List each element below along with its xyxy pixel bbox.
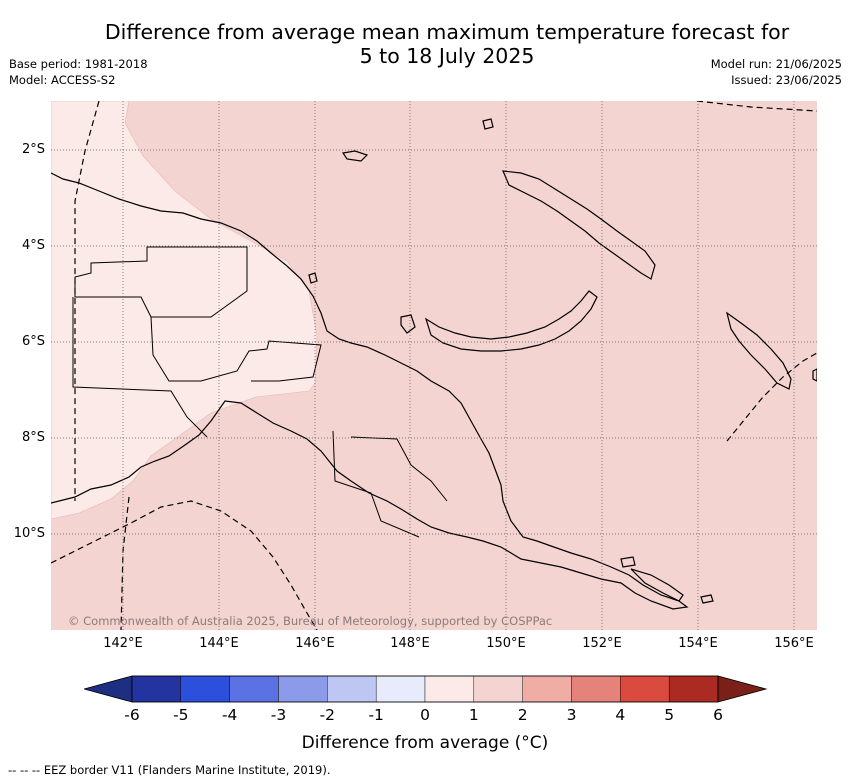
colorbar-label: -4 bbox=[221, 706, 238, 724]
colorbar-label: -3 bbox=[270, 706, 287, 724]
y-tick-6s: 6°S bbox=[21, 334, 45, 349]
x-tick-144e: 144°E bbox=[199, 636, 239, 651]
colorbar-label: -5 bbox=[173, 706, 189, 724]
colorbar-cell-5 bbox=[375, 675, 426, 703]
eez-east bbox=[726, 352, 817, 442]
manus-coast bbox=[341, 150, 369, 162]
colorbar-cell-7 bbox=[473, 675, 523, 703]
x-tick-156e: 156°E bbox=[774, 636, 814, 651]
colorbar-label: 2 bbox=[517, 706, 528, 724]
colorbar-cell-10 bbox=[620, 675, 670, 703]
islet-east-2 bbox=[812, 368, 817, 382]
province-border-west bbox=[74, 246, 248, 318]
colorbar-label: 0 bbox=[420, 706, 430, 724]
colorbar-cell-0 bbox=[131, 675, 182, 703]
colorbar-cell-3 bbox=[278, 675, 328, 703]
x-tick-148e: 148°E bbox=[390, 636, 430, 651]
colorbar-label: 5 bbox=[664, 706, 675, 724]
colorbar-cell-9 bbox=[571, 675, 621, 703]
colorbar-label: -6 bbox=[124, 706, 140, 724]
colorbar-cell-4 bbox=[327, 675, 377, 703]
x-tick-154e: 154°E bbox=[678, 636, 718, 651]
meta-left: Base period: 1981-2018 Model: ACCESS-S2 bbox=[9, 56, 148, 88]
y-tick-2s: 2°S bbox=[21, 142, 45, 157]
province-border-highlands bbox=[150, 316, 322, 382]
bougainville-coast bbox=[726, 311, 792, 390]
trobriand-coast bbox=[620, 556, 636, 568]
colorbar-over-arrow bbox=[717, 675, 768, 703]
louisiade-coast bbox=[630, 568, 684, 602]
intl-border bbox=[72, 297, 208, 438]
colorbar-cell-11 bbox=[668, 675, 719, 703]
chart-title: Difference from average mean maximum tem… bbox=[0, 20, 850, 68]
eez-footnote: -- -- -- EEZ border V11 (Flanders Marine… bbox=[8, 763, 331, 777]
colorbar-cell-8 bbox=[522, 675, 572, 703]
colorbar-label: 6 bbox=[713, 706, 723, 724]
colorbar-label: 1 bbox=[468, 706, 479, 724]
y-tick-10s: 10°S bbox=[13, 526, 45, 541]
islet-east bbox=[700, 594, 714, 604]
base-period: Base period: 1981-2018 bbox=[9, 57, 148, 71]
colorbar-label: -2 bbox=[319, 706, 336, 724]
karkar-coast bbox=[308, 272, 318, 284]
colorbar-label: -1 bbox=[368, 706, 384, 724]
island-2 bbox=[400, 314, 416, 334]
issued-date: Issued: 23/06/2025 bbox=[731, 73, 842, 87]
model-name: Model: ACCESS-S2 bbox=[9, 73, 116, 87]
graticule bbox=[51, 101, 817, 630]
eez-west bbox=[74, 101, 100, 501]
meta-right: Model run: 21/06/2025 Issued: 23/06/2025 bbox=[711, 56, 842, 88]
colorbar-cell-2 bbox=[229, 675, 279, 703]
colorbar-cell-1 bbox=[180, 675, 230, 703]
copyright-text: © Commonwealth of Australia 2025, Bureau… bbox=[68, 614, 552, 628]
y-tick-4s: 4°S bbox=[21, 238, 45, 253]
colorbar-label: 3 bbox=[566, 706, 577, 724]
new-britain-coast bbox=[424, 290, 598, 352]
colorbar-cell-6 bbox=[424, 675, 475, 703]
title-line-2: 5 to 18 July 2025 bbox=[359, 44, 535, 68]
model-run: Model run: 21/06/2025 bbox=[710, 57, 842, 71]
y-tick-8s: 8°S bbox=[21, 430, 45, 445]
coastlines bbox=[51, 118, 817, 610]
eez-northeast bbox=[696, 101, 817, 112]
colorbar-frame bbox=[131, 675, 719, 703]
colorbar-under-arrow bbox=[84, 675, 133, 703]
x-tick-142e: 142°E bbox=[103, 636, 143, 651]
map-panel: © Commonwealth of Australia 2025, Bureau… bbox=[51, 101, 817, 630]
colorbar-cells bbox=[131, 675, 719, 703]
title-line-1: Difference from average mean maximum tem… bbox=[104, 20, 790, 44]
x-tick-150e: 150°E bbox=[486, 636, 526, 651]
new-ireland-coast bbox=[502, 170, 656, 280]
island-1 bbox=[482, 118, 494, 130]
colorbar-label: 4 bbox=[615, 706, 626, 724]
colorbar bbox=[84, 675, 768, 703]
colorbar-title: Difference from average (°C) bbox=[301, 733, 549, 753]
x-tick-152e: 152°E bbox=[582, 636, 622, 651]
new-guinea-coast bbox=[51, 172, 689, 610]
eez-south bbox=[51, 500, 318, 630]
x-tick-146e: 146°E bbox=[295, 636, 335, 651]
province-border-central bbox=[332, 430, 420, 538]
